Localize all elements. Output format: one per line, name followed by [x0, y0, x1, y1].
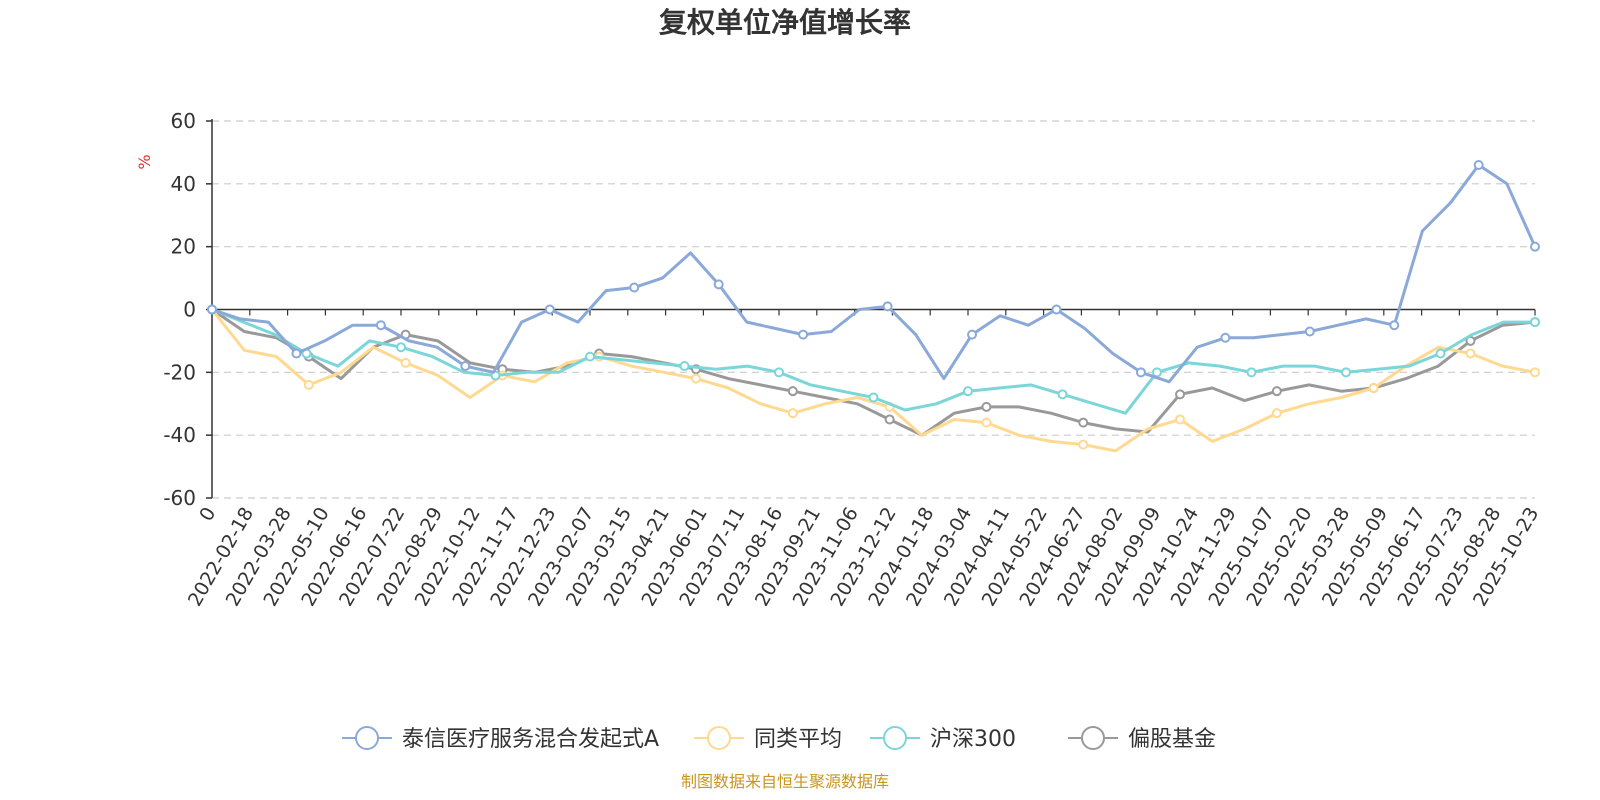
series-point — [679, 361, 690, 372]
series-point — [544, 304, 555, 315]
y-tick-label: 40 — [171, 172, 196, 196]
series-point — [1135, 367, 1146, 378]
legend-item-1[interactable]: 同类平均 — [694, 726, 842, 752]
y-tick-label: 60 — [171, 109, 196, 133]
series-point — [1152, 367, 1162, 378]
series-point — [1246, 367, 1257, 378]
series-point — [868, 392, 879, 403]
y-tick-label: 0 — [183, 298, 196, 322]
series-point — [884, 414, 895, 425]
legend-label: 沪深300 — [930, 727, 1016, 752]
series-point — [1530, 367, 1540, 378]
legend-label: 泰信医疗服务混合发起式A — [402, 727, 659, 752]
series-point — [1473, 159, 1484, 170]
series-point — [585, 351, 595, 362]
series-point — [1465, 348, 1476, 359]
series-point — [1078, 417, 1089, 428]
series-point — [1078, 439, 1089, 450]
series-point — [981, 401, 992, 412]
series-point — [1271, 386, 1282, 397]
series-point — [303, 379, 314, 390]
legend-marker — [355, 726, 379, 750]
series-point — [981, 417, 992, 428]
y-axis-ticks: 60 40 20 0 -20 -40 -60 — [163, 109, 212, 510]
series-point — [963, 386, 973, 397]
series-point — [691, 373, 702, 384]
y-tick-label: -60 — [163, 486, 196, 510]
series-point — [375, 320, 386, 331]
data-source-note: 制图数据来自恒生聚源数据库 — [681, 772, 889, 791]
legend-item-3[interactable]: 偏股基金 — [1068, 726, 1216, 752]
y-tick-label: 20 — [171, 235, 196, 259]
series-point — [207, 304, 217, 315]
series-point — [787, 386, 798, 397]
series-point — [1368, 383, 1379, 394]
legend: 泰信医疗服务混合发起式A 同类平均 沪深300 偏股基金 — [342, 726, 1216, 752]
series-point — [1051, 304, 1062, 315]
series-line-1 — [210, 308, 1536, 453]
series-point — [1220, 332, 1231, 343]
legend-item-2[interactable]: 沪深300 — [870, 726, 1016, 752]
series-point — [882, 301, 893, 312]
series-point — [713, 279, 724, 290]
series-point — [400, 357, 411, 368]
series-lines — [207, 159, 1540, 453]
legend-marker — [707, 726, 731, 750]
series-point — [291, 348, 302, 359]
legend-item-0[interactable]: 泰信医疗服务混合发起式A — [342, 726, 659, 752]
series-point — [1175, 414, 1186, 425]
series-point — [396, 342, 406, 353]
y-axis-unit: % — [135, 154, 154, 169]
legend-marker — [883, 726, 907, 750]
series-line-3 — [211, 308, 1536, 437]
legend-marker — [1081, 726, 1105, 750]
series-point — [460, 361, 471, 372]
series-point — [1435, 348, 1446, 359]
series-point — [1175, 389, 1186, 400]
series-point — [967, 329, 978, 340]
legend-label: 同类平均 — [754, 727, 842, 752]
series-point — [1389, 320, 1400, 331]
series-point — [774, 367, 784, 378]
x-tick-label: 0 — [195, 504, 220, 525]
series-point — [787, 408, 798, 419]
series-point — [798, 329, 809, 340]
y-tick-label: -40 — [163, 423, 196, 447]
series-point — [629, 282, 640, 293]
chart-title: 复权单位净值增长率 — [659, 6, 911, 39]
series-point — [1057, 389, 1068, 400]
series-point — [1271, 408, 1282, 419]
series-point — [1530, 241, 1540, 252]
y-tick-label: -20 — [163, 360, 196, 384]
series-point — [1304, 326, 1315, 337]
series-point — [1530, 317, 1540, 328]
series-point — [1341, 367, 1351, 378]
legend-label: 偏股基金 — [1128, 727, 1216, 752]
